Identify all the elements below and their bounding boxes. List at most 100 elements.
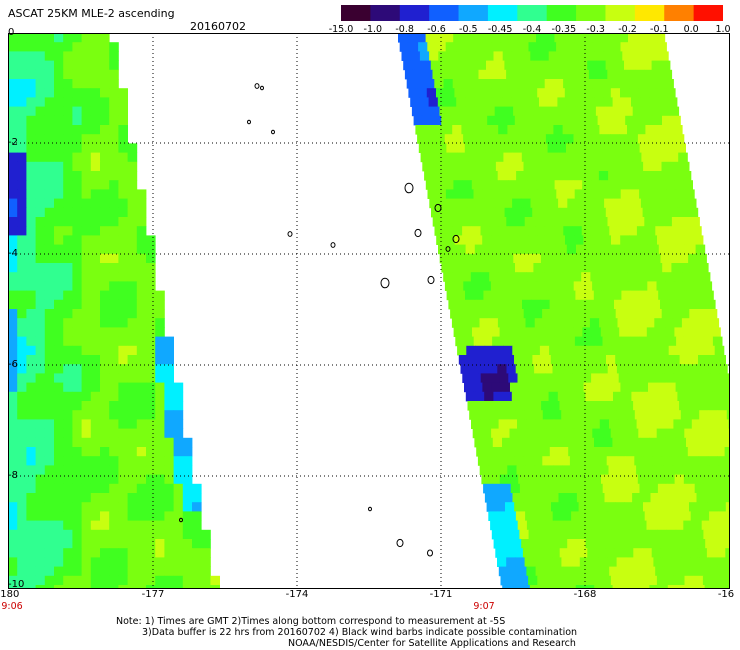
swath-cell xyxy=(699,511,710,521)
swath-cell xyxy=(155,309,165,319)
swath-cell xyxy=(136,465,147,475)
swath-cell xyxy=(54,373,64,383)
swath-cell xyxy=(17,125,27,135)
swath-cell xyxy=(633,401,643,411)
swath-cell xyxy=(492,290,503,301)
swath-cell xyxy=(63,575,73,586)
swath-cell xyxy=(621,143,631,153)
swath-cell xyxy=(626,511,636,521)
swath-cell xyxy=(8,585,18,589)
swath-cell xyxy=(529,585,540,589)
swath-cell xyxy=(570,410,580,420)
swath-cell xyxy=(136,373,147,383)
swath-cell xyxy=(54,244,64,255)
swath-cell xyxy=(443,79,454,89)
swath-cell xyxy=(536,180,546,190)
swath-cell xyxy=(578,502,589,512)
swath-cell xyxy=(109,299,119,310)
swath-cell xyxy=(547,483,558,494)
swath-cell xyxy=(44,161,55,172)
swath-cell xyxy=(692,520,703,531)
swath-cell xyxy=(136,207,147,218)
swath-cell xyxy=(109,88,119,98)
swath-cell xyxy=(554,373,564,383)
swath-cell xyxy=(109,171,119,181)
swath-cell xyxy=(504,401,514,411)
swath-cell xyxy=(81,382,92,393)
swath-cell xyxy=(90,42,101,52)
island-outline xyxy=(247,119,251,125)
swath-cell xyxy=(164,548,174,558)
swath-cell xyxy=(517,419,527,429)
x-tick-label: -174 xyxy=(285,589,309,600)
swath-cell xyxy=(657,382,667,393)
swath-cell xyxy=(637,373,647,383)
swath-cell xyxy=(127,585,138,589)
swath-cell xyxy=(617,465,628,475)
swath-cell xyxy=(8,207,18,218)
swath-cell xyxy=(54,33,64,43)
swath-cell xyxy=(26,263,36,273)
swath-cell xyxy=(81,207,92,218)
swath-cell xyxy=(81,171,92,181)
swath-cell xyxy=(72,309,82,319)
swath-cell xyxy=(63,391,73,402)
swath-cell xyxy=(602,382,612,393)
swath-cell xyxy=(444,180,454,190)
swath-cell xyxy=(659,493,670,503)
swath-cell xyxy=(711,474,721,485)
swath-cell xyxy=(532,548,542,558)
swath-cell xyxy=(35,447,46,457)
swath-cell xyxy=(519,382,529,393)
swath-cell xyxy=(576,493,587,503)
swath-cell xyxy=(81,97,92,107)
swath-cell xyxy=(456,51,467,61)
swath-cell xyxy=(164,447,174,457)
swath-cell xyxy=(515,410,525,420)
swath-cell xyxy=(693,474,703,485)
swath-cell xyxy=(416,33,426,43)
swath-cell xyxy=(616,115,626,126)
swath-cell xyxy=(545,520,555,531)
swath-cell xyxy=(606,115,617,126)
swath-cell xyxy=(593,189,603,199)
swath-cell xyxy=(127,483,138,494)
swath-cell xyxy=(615,161,626,172)
swath-cell xyxy=(518,575,529,586)
swath-cell xyxy=(581,125,591,135)
swath-cell xyxy=(725,401,730,411)
swath-cell xyxy=(581,226,592,236)
swath-cell xyxy=(589,557,599,567)
swath-cell xyxy=(712,529,723,540)
swath-cell xyxy=(715,401,726,411)
swath-cell xyxy=(8,198,18,209)
swath-cell xyxy=(488,318,499,328)
swath-cell xyxy=(499,327,510,337)
swath-cell xyxy=(581,566,592,577)
swath-cell xyxy=(612,585,623,589)
swath-cell xyxy=(535,79,546,89)
swath-cell xyxy=(127,456,138,466)
swath-cell xyxy=(667,585,678,589)
swath-cell xyxy=(604,493,615,503)
swath-cell xyxy=(677,539,688,549)
swath-cell xyxy=(668,345,679,356)
swath-cell xyxy=(602,143,613,153)
swath-cell xyxy=(118,511,128,521)
swath-cell xyxy=(602,336,613,347)
swath-cell xyxy=(473,235,483,245)
swath-cell xyxy=(530,391,540,402)
swath-cell xyxy=(541,60,551,71)
swath-cell xyxy=(35,502,46,512)
swath-cell xyxy=(564,281,575,291)
swath-cell xyxy=(485,299,495,310)
island-outline xyxy=(427,549,433,557)
swath-cell xyxy=(127,244,138,255)
swath-cell xyxy=(512,198,522,209)
swath-cell xyxy=(555,88,566,98)
swath-cell xyxy=(517,226,527,236)
swath-cell xyxy=(551,456,562,466)
swath-cell xyxy=(427,189,438,199)
swath-cell xyxy=(554,226,564,236)
swath-cell xyxy=(677,585,687,589)
